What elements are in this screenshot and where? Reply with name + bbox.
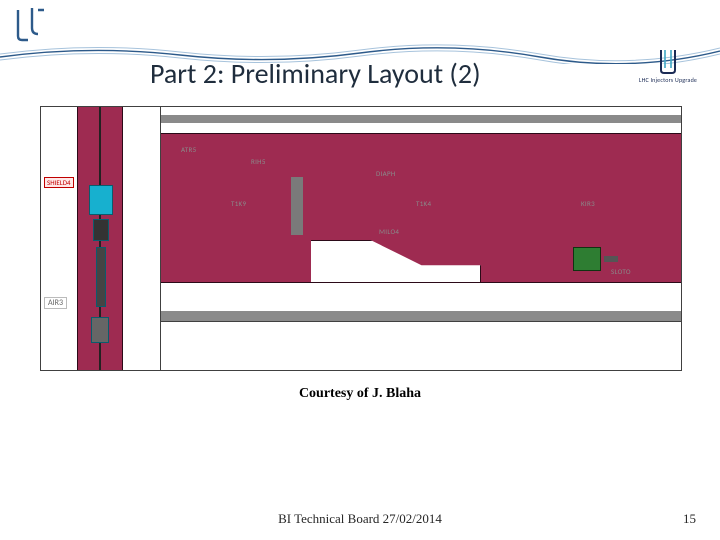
label-atr5: ATR5 xyxy=(181,145,196,154)
ceiling-bar xyxy=(161,115,681,123)
pillar xyxy=(291,177,303,235)
label-t1k9: T1K9 xyxy=(231,199,246,208)
courtesy-line: Courtesy of J. Blaha xyxy=(0,386,720,402)
liu-logo-caption: LHC Injectors Upgrade xyxy=(639,76,697,84)
air-tag: AIR3 xyxy=(44,297,67,309)
label-t1k4: T1K4 xyxy=(416,199,431,208)
liu-logo-icon xyxy=(658,48,678,74)
equip-base xyxy=(91,317,109,343)
label-sloto: SLOTO xyxy=(611,267,631,276)
right-plan-panel: ATR5 RIH5 DIAPH T1K9 T1K4 KIR3 MILO4 SLO… xyxy=(161,107,681,322)
floor-step xyxy=(311,240,481,282)
equip-detector xyxy=(93,219,109,241)
equip-stem xyxy=(96,247,106,307)
footer-text: BI Technical Board 27/02/2014 xyxy=(0,511,720,527)
equip-shield-block xyxy=(89,185,113,215)
slide-title: Part 2: Preliminary Layout (2) xyxy=(150,56,481,91)
floor-bar xyxy=(161,311,681,321)
left-cutaway-panel: SHIELD4 AIR3 xyxy=(41,107,161,370)
label-diaph: DIAPH xyxy=(376,169,396,178)
label-rih5: RIH5 xyxy=(251,157,266,166)
liu-logo: LHC Injectors Upgrade xyxy=(624,44,712,88)
label-milo4: MILO4 xyxy=(379,227,399,236)
green-device xyxy=(573,247,601,271)
shield-tag: SHIELD4 xyxy=(44,177,74,188)
layout-diagram: SHIELD4 AIR3 ATR5 RIH5 DIAPH T1K9 T1K4 K… xyxy=(40,106,682,371)
h-beamway xyxy=(161,133,681,283)
slide-number: 15 xyxy=(683,511,696,527)
slide-root: LHC Injectors Upgrade Part 2: Preliminar… xyxy=(0,0,720,540)
label-kir3: KIR3 xyxy=(581,199,595,208)
org-logo-left xyxy=(14,4,48,42)
